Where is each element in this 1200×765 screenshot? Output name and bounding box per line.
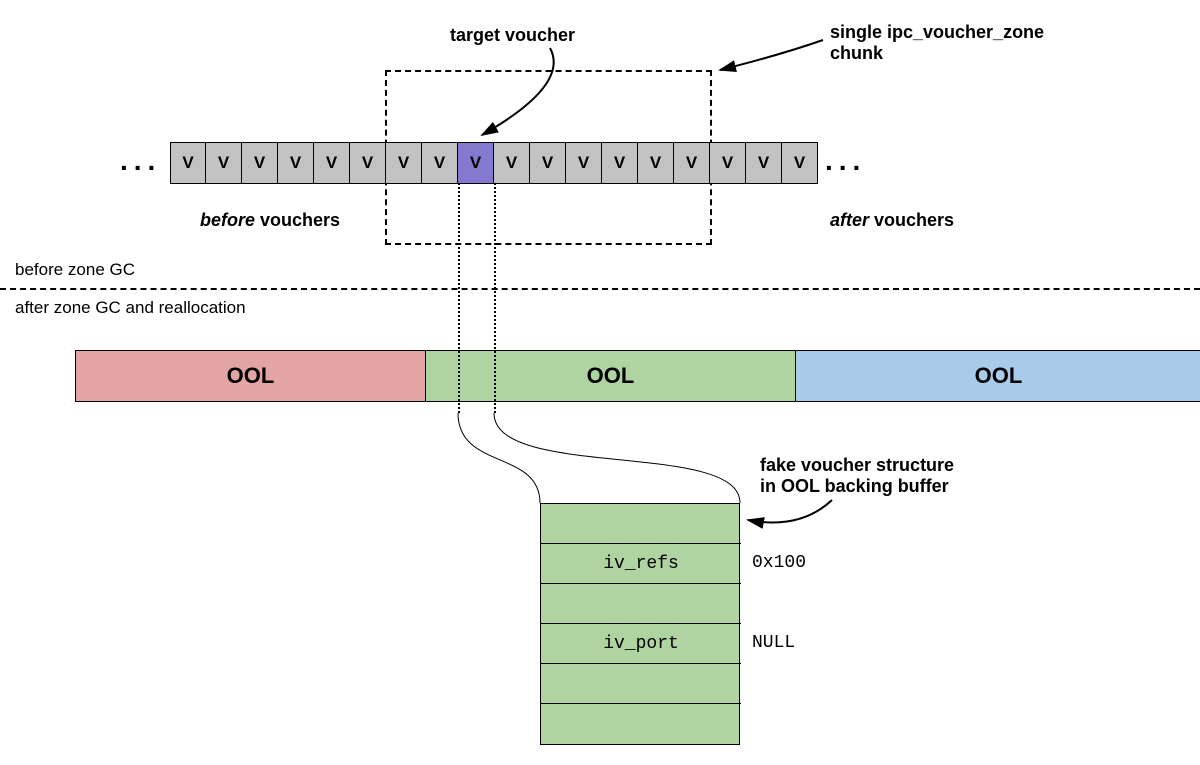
voucher-cell: V bbox=[170, 142, 206, 184]
voucher-cell: V bbox=[386, 142, 422, 184]
voucher-cell: V bbox=[494, 142, 530, 184]
voucher-cell: V bbox=[746, 142, 782, 184]
before-gc-label: before zone GC bbox=[15, 260, 135, 280]
guide-line-left bbox=[458, 183, 460, 413]
voucher-cell: V bbox=[782, 142, 818, 184]
fv-row: iv_refs bbox=[541, 544, 741, 584]
before-vouchers-r: vouchers bbox=[255, 210, 340, 230]
ool-segment: OOL bbox=[796, 351, 1200, 401]
after-vouchers-r: vouchers bbox=[869, 210, 954, 230]
voucher-row: VVVVVVVVVVVVVVVVVV bbox=[170, 142, 818, 184]
voucher-cell: V bbox=[422, 142, 458, 184]
fv-row bbox=[541, 704, 741, 744]
before-vouchers-label: before vouchers bbox=[200, 210, 340, 231]
fv-row bbox=[541, 664, 741, 704]
ool-segment: OOL bbox=[76, 351, 426, 401]
before-vouchers-i: before bbox=[200, 210, 255, 230]
voucher-cell: V bbox=[674, 142, 710, 184]
ool-bar: OOLOOLOOL bbox=[75, 350, 1200, 402]
fv-row bbox=[541, 504, 741, 544]
voucher-cell: V bbox=[314, 142, 350, 184]
voucher-cell: V bbox=[566, 142, 602, 184]
fake-voucher-table: iv_refs iv_port bbox=[540, 503, 740, 745]
voucher-cell: V bbox=[602, 142, 638, 184]
guide-line-right bbox=[494, 183, 496, 413]
fake-voucher-line2: in OOL backing buffer bbox=[760, 476, 949, 496]
voucher-cell: V bbox=[242, 142, 278, 184]
fake-voucher-line1: fake voucher structure bbox=[760, 455, 954, 475]
fake-voucher-label: fake voucher structure in OOL backing bu… bbox=[760, 455, 954, 497]
fv-row-value: NULL bbox=[752, 633, 795, 653]
ellipsis-left: ... bbox=[120, 145, 161, 177]
voucher-cell: V bbox=[638, 142, 674, 184]
fv-row: iv_port bbox=[541, 624, 741, 664]
ellipsis-right: ... bbox=[825, 145, 866, 177]
after-vouchers-label: after vouchers bbox=[830, 210, 954, 231]
voucher-cell: V bbox=[278, 142, 314, 184]
ool-segment: OOL bbox=[426, 351, 796, 401]
gc-divider bbox=[0, 288, 1200, 290]
voucher-cell-target: V bbox=[458, 142, 494, 184]
fv-row-value: 0x100 bbox=[752, 553, 806, 573]
voucher-cell: V bbox=[530, 142, 566, 184]
voucher-cell: V bbox=[350, 142, 386, 184]
fv-row bbox=[541, 584, 741, 624]
after-vouchers-i: after bbox=[830, 210, 869, 230]
after-gc-label: after zone GC and reallocation bbox=[15, 298, 246, 318]
voucher-cell: V bbox=[206, 142, 242, 184]
voucher-cell: V bbox=[710, 142, 746, 184]
